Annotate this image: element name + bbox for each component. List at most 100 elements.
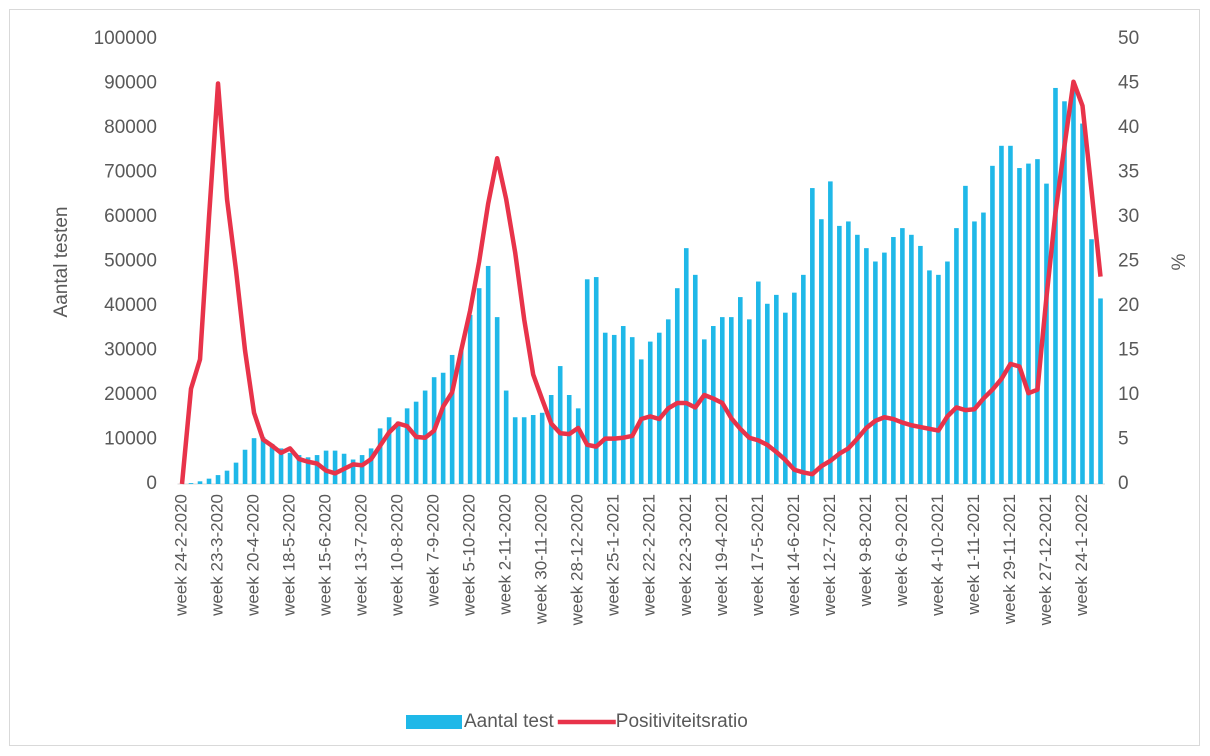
bar	[909, 234, 914, 484]
bar	[936, 274, 941, 484]
bar	[512, 417, 518, 484]
bar	[467, 314, 473, 484]
bar	[828, 181, 833, 484]
y-tick-label: 100000	[94, 28, 157, 49]
bar	[674, 288, 680, 484]
bar	[242, 449, 248, 484]
bar	[359, 455, 365, 484]
bar	[1035, 159, 1040, 484]
x-tick-label: week 22-2-2021	[640, 494, 659, 617]
y2-tick-label: 15	[1118, 340, 1139, 361]
bar	[783, 312, 788, 484]
bar	[503, 390, 509, 484]
bar	[846, 221, 851, 484]
bar	[377, 428, 383, 484]
bar	[882, 252, 887, 484]
bar	[801, 274, 806, 484]
y2-tick-label: 40	[1118, 117, 1139, 138]
y-tick-label: 80000	[104, 117, 157, 138]
y2-tick-label: 45	[1118, 73, 1139, 94]
bar	[440, 372, 446, 484]
bar	[521, 417, 527, 484]
bar	[575, 408, 581, 484]
bar	[954, 228, 959, 484]
bar	[1053, 87, 1058, 484]
bar	[756, 281, 761, 484]
bar	[999, 145, 1004, 485]
bar	[323, 450, 329, 484]
bar	[647, 341, 653, 484]
x-tick-label: week 6-9-2021	[892, 494, 911, 607]
y2-tick-label: 50	[1118, 28, 1139, 49]
bar	[701, 339, 707, 484]
x-tick-label: week 19-4-2021	[712, 494, 731, 617]
x-tick-label: week 25-1-2021	[604, 494, 623, 617]
bar	[350, 459, 356, 484]
y-tick-label: 30000	[104, 340, 157, 361]
bar	[891, 237, 896, 484]
legend-swatch	[406, 715, 462, 729]
bar	[810, 188, 815, 484]
bar	[269, 443, 275, 484]
bar	[287, 452, 293, 484]
y2-tick-label: 10	[1118, 384, 1139, 405]
bar	[584, 279, 590, 484]
bar	[530, 415, 536, 484]
bar	[296, 455, 302, 484]
bar	[197, 481, 203, 484]
bar	[927, 270, 932, 484]
x-tick-label: week 17-5-2021	[748, 494, 767, 617]
bar	[224, 470, 230, 484]
bar	[738, 297, 743, 484]
x-tick-label: week 18-5-2020	[280, 494, 299, 617]
bar	[837, 225, 842, 484]
bar	[1062, 101, 1067, 485]
bar	[855, 234, 860, 484]
bar	[413, 401, 419, 484]
bar	[990, 165, 995, 484]
x-tick-label: week 1-11-2021	[964, 494, 983, 616]
x-tick-label: week 13-7-2020	[352, 494, 371, 617]
bar	[819, 219, 824, 484]
bar	[251, 438, 257, 484]
bar	[683, 248, 689, 484]
bar	[206, 478, 212, 484]
bar	[792, 292, 797, 484]
y-tick-label: 50000	[104, 251, 157, 272]
line	[179, 79, 1103, 485]
bar	[1098, 298, 1103, 484]
bar	[278, 448, 284, 484]
y2-tick-label: 30	[1118, 206, 1139, 227]
bar	[557, 366, 563, 484]
x-tick-label: week 15-6-2020	[316, 494, 335, 617]
x-tick-label: week 7-9-2020	[424, 494, 443, 607]
bar	[458, 350, 464, 484]
bar	[1008, 145, 1013, 485]
x-tick-label: week 30-11-2020	[532, 494, 551, 625]
bar	[602, 332, 608, 484]
bar	[656, 332, 662, 484]
x-tick-label: week 5-10-2020	[460, 494, 479, 617]
bar	[710, 326, 716, 484]
bar	[305, 457, 311, 484]
x-tick-label: week 24-1-2022	[1072, 494, 1091, 617]
y2-axis-title: %	[1169, 253, 1190, 270]
y-tick-label: 20000	[104, 384, 157, 405]
x-tick-label: week 4-10-2021	[928, 494, 947, 617]
bar	[548, 395, 554, 484]
y2-tick-label: 0	[1118, 473, 1129, 494]
y-tick-label: 40000	[104, 295, 157, 316]
bar	[1089, 239, 1094, 484]
y2-tick-label: 5	[1118, 429, 1129, 450]
bar	[1026, 163, 1031, 484]
bar	[494, 317, 500, 484]
bar	[260, 437, 266, 484]
y2-tick-label: 20	[1118, 295, 1139, 316]
y2-tick-label: 35	[1118, 162, 1139, 183]
legend-label: Positiviteitsratio	[616, 711, 748, 732]
bar	[1017, 168, 1022, 485]
bar	[368, 448, 374, 484]
legend-label: Aantal test	[464, 711, 554, 732]
bar	[629, 337, 635, 484]
